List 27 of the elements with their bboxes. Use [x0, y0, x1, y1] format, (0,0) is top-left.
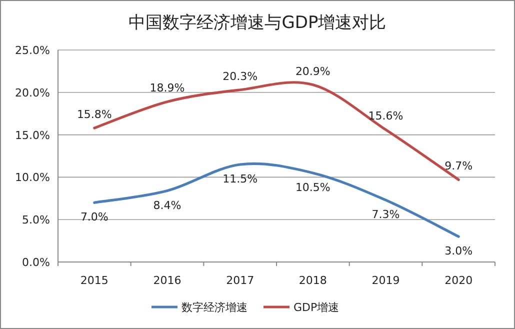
data-label: 10.5%: [295, 180, 330, 194]
data-label: 3.0%: [444, 244, 473, 258]
y-tick-label: 10.0%: [15, 171, 50, 184]
data-label: 7.0%: [80, 210, 108, 224]
data-label: 8.4%: [153, 198, 182, 212]
x-tick-label: 2017: [226, 274, 254, 287]
data-label: 20.3%: [222, 70, 258, 83]
y-tick-label: 0.0%: [22, 256, 50, 269]
y-tick-label: 20.0%: [15, 86, 50, 100]
x-tick-label: 2020: [444, 274, 473, 287]
data-label: 18.9%: [150, 82, 185, 95]
x-tick-label: 2018: [298, 274, 327, 287]
x-tick-label: 2019: [372, 274, 400, 287]
data-label: 20.9%: [295, 64, 330, 78]
data-label: 7.3%: [372, 208, 400, 222]
legend-label: 数字经济增速: [182, 301, 248, 314]
y-tick-label: 15.0%: [15, 128, 50, 142]
x-tick-label: 2015: [80, 274, 108, 287]
data-label: 15.6%: [368, 110, 404, 123]
x-tick-label: 2016: [153, 274, 182, 287]
data-label: 11.5%: [222, 172, 258, 186]
chart-title: 中国数字经济增速与GDP增速对比: [128, 13, 386, 33]
legend-label: GDP增速: [294, 301, 340, 314]
y-tick-label: 25.0%: [15, 44, 50, 57]
data-label: 9.7%: [444, 160, 473, 173]
y-tick-label: 5.0%: [22, 214, 50, 227]
data-label: 15.8%: [76, 108, 112, 122]
